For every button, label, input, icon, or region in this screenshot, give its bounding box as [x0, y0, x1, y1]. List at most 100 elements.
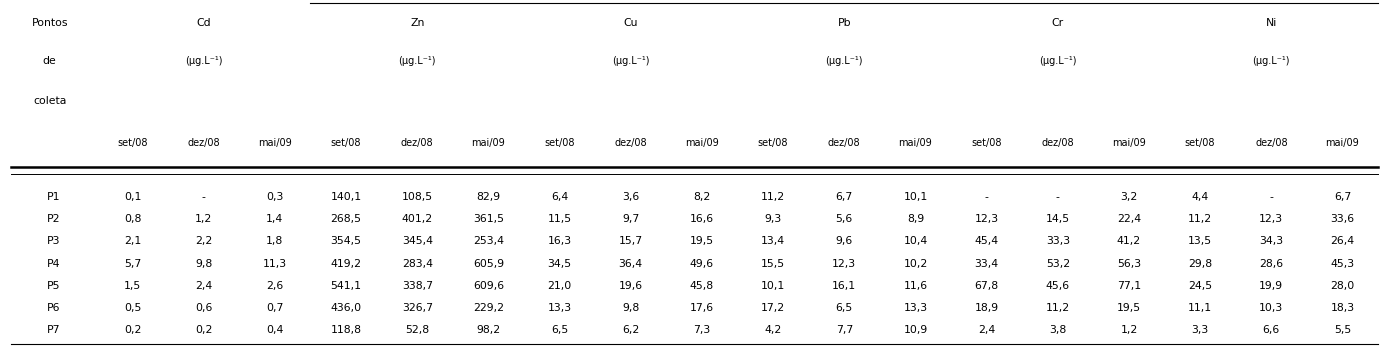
- Text: 26,4: 26,4: [1331, 237, 1355, 246]
- Text: 140,1: 140,1: [331, 192, 361, 202]
- Text: 15,7: 15,7: [619, 237, 643, 246]
- Text: P5: P5: [47, 281, 61, 291]
- Text: 268,5: 268,5: [331, 214, 361, 224]
- Text: Pb: Pb: [838, 18, 852, 27]
- Text: 436,0: 436,0: [331, 303, 361, 313]
- Text: 13,5: 13,5: [1188, 237, 1212, 246]
- Text: 283,4: 283,4: [402, 259, 432, 269]
- Text: set/08: set/08: [971, 138, 1001, 148]
- Text: 22,4: 22,4: [1116, 214, 1141, 224]
- Text: 361,5: 361,5: [472, 214, 504, 224]
- Text: P6: P6: [47, 303, 61, 313]
- Text: 4,4: 4,4: [1191, 192, 1209, 202]
- Text: 3,6: 3,6: [622, 192, 640, 202]
- Text: 19,5: 19,5: [1116, 303, 1141, 313]
- Text: 5,7: 5,7: [123, 259, 141, 269]
- Text: 19,5: 19,5: [690, 237, 715, 246]
- Text: -: -: [202, 192, 205, 202]
- Text: P1: P1: [47, 192, 61, 202]
- Text: 18,3: 18,3: [1331, 303, 1355, 313]
- Text: 10,1: 10,1: [903, 192, 928, 202]
- Text: 6,2: 6,2: [622, 325, 640, 335]
- Text: 11,5: 11,5: [547, 214, 572, 224]
- Text: 12,3: 12,3: [832, 259, 856, 269]
- Text: 18,9: 18,9: [975, 303, 999, 313]
- Text: 3,8: 3,8: [1050, 325, 1066, 335]
- Text: 326,7: 326,7: [402, 303, 432, 313]
- Text: 41,2: 41,2: [1116, 237, 1141, 246]
- Text: 12,3: 12,3: [1259, 214, 1284, 224]
- Text: 15,5: 15,5: [760, 259, 785, 269]
- Text: 253,4: 253,4: [472, 237, 504, 246]
- Text: 6,4: 6,4: [551, 192, 568, 202]
- Text: 10,3: 10,3: [1259, 303, 1284, 313]
- Text: set/08: set/08: [1186, 138, 1216, 148]
- Text: 53,2: 53,2: [1046, 259, 1069, 269]
- Text: 11,2: 11,2: [1188, 214, 1212, 224]
- Text: 2,4: 2,4: [195, 281, 212, 291]
- Text: 354,5: 354,5: [331, 237, 361, 246]
- Text: 28,0: 28,0: [1331, 281, 1355, 291]
- Text: Cu: Cu: [623, 18, 638, 27]
- Text: 10,9: 10,9: [903, 325, 928, 335]
- Text: Ni: Ni: [1266, 18, 1277, 27]
- Text: P4: P4: [47, 259, 61, 269]
- Text: 419,2: 419,2: [331, 259, 361, 269]
- Text: dez/08: dez/08: [615, 138, 647, 148]
- Text: 8,9: 8,9: [907, 214, 924, 224]
- Text: 52,8: 52,8: [406, 325, 429, 335]
- Text: 8,2: 8,2: [694, 192, 711, 202]
- Text: set/08: set/08: [331, 138, 361, 148]
- Text: 3,3: 3,3: [1191, 325, 1209, 335]
- Text: 21,0: 21,0: [547, 281, 572, 291]
- Text: 17,2: 17,2: [760, 303, 785, 313]
- Text: 28,6: 28,6: [1259, 259, 1284, 269]
- Text: 338,7: 338,7: [402, 281, 432, 291]
- Text: 13,3: 13,3: [547, 303, 572, 313]
- Text: 0,2: 0,2: [195, 325, 212, 335]
- Text: 11,2: 11,2: [760, 192, 785, 202]
- Text: 541,1: 541,1: [331, 281, 361, 291]
- Text: set/08: set/08: [118, 138, 148, 148]
- Text: (µg.L⁻¹): (µg.L⁻¹): [1252, 56, 1289, 66]
- Text: 6,7: 6,7: [835, 192, 853, 202]
- Text: 56,3: 56,3: [1116, 259, 1141, 269]
- Text: set/08: set/08: [544, 138, 575, 148]
- Text: 77,1: 77,1: [1116, 281, 1141, 291]
- Text: mai/09: mai/09: [686, 138, 719, 148]
- Text: dez/08: dez/08: [1255, 138, 1288, 148]
- Text: (µg.L⁻¹): (µg.L⁻¹): [612, 56, 650, 66]
- Text: 9,6: 9,6: [835, 237, 853, 246]
- Text: (µg.L⁻¹): (µg.L⁻¹): [186, 56, 223, 66]
- Text: mai/09: mai/09: [899, 138, 932, 148]
- Text: 0,8: 0,8: [123, 214, 141, 224]
- Text: 67,8: 67,8: [975, 281, 999, 291]
- Text: 10,2: 10,2: [903, 259, 928, 269]
- Text: 1,5: 1,5: [123, 281, 141, 291]
- Text: 3,2: 3,2: [1120, 192, 1137, 202]
- Text: 6,5: 6,5: [551, 325, 568, 335]
- Text: -: -: [985, 192, 989, 202]
- Text: 0,2: 0,2: [123, 325, 141, 335]
- Text: 605,9: 605,9: [472, 259, 504, 269]
- Text: mai/09: mai/09: [258, 138, 292, 148]
- Text: 6,6: 6,6: [1263, 325, 1280, 335]
- Text: 229,2: 229,2: [472, 303, 504, 313]
- Text: 34,3: 34,3: [1259, 237, 1284, 246]
- Text: 17,6: 17,6: [690, 303, 715, 313]
- Text: P3: P3: [47, 237, 61, 246]
- Text: 5,6: 5,6: [835, 214, 853, 224]
- Text: (µg.L⁻¹): (µg.L⁻¹): [1039, 56, 1076, 66]
- Text: mai/09: mai/09: [1112, 138, 1145, 148]
- Text: P2: P2: [47, 214, 61, 224]
- Text: 33,6: 33,6: [1331, 214, 1355, 224]
- Text: 401,2: 401,2: [402, 214, 432, 224]
- Text: dez/08: dez/08: [1042, 138, 1075, 148]
- Text: 12,3: 12,3: [975, 214, 999, 224]
- Text: 33,4: 33,4: [975, 259, 999, 269]
- Text: dez/08: dez/08: [187, 138, 220, 148]
- Text: -: -: [1270, 192, 1273, 202]
- Text: -: -: [1055, 192, 1060, 202]
- Text: 33,3: 33,3: [1046, 237, 1069, 246]
- Text: coleta: coleta: [33, 96, 66, 106]
